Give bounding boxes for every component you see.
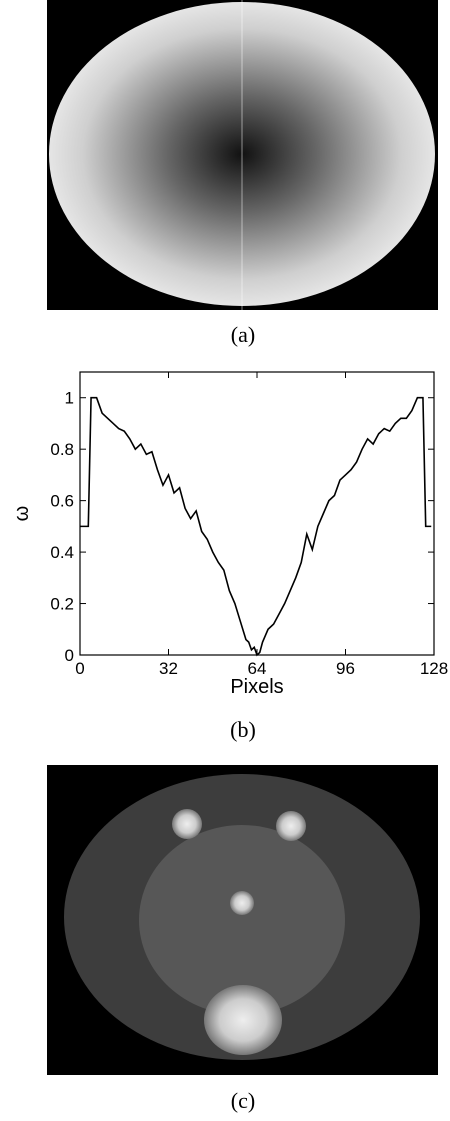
x-tick-label: 64 <box>248 659 267 678</box>
inner-region <box>139 825 345 1015</box>
y-tick-label: 0.2 <box>50 595 74 614</box>
insert <box>230 891 254 915</box>
y-tick-label: 0.8 <box>50 440 74 459</box>
y-tick-label: 0.6 <box>50 492 74 511</box>
x-tick-label: 32 <box>159 659 178 678</box>
data-line <box>80 396 432 657</box>
caption: (a) <box>231 322 255 347</box>
x-tick-label: 96 <box>336 659 355 678</box>
panel-b: 0 0.2 0.4 0.6 0.8 1 0 32 64 96 128 Pixels ω <box>11 371 448 698</box>
insert <box>204 985 282 1055</box>
y-tick-label: 1 <box>65 389 74 408</box>
x-tick-label: 128 <box>420 659 448 678</box>
caption: (c) <box>231 1088 255 1113</box>
panel-c <box>47 765 438 1075</box>
x-axis-label: Pixels <box>230 676 283 698</box>
y-tick-label: 0.4 <box>50 543 74 562</box>
caption: (b) <box>230 717 256 742</box>
panel-a <box>47 0 438 310</box>
insert <box>276 811 306 841</box>
y-tick-label: 0 <box>65 646 74 665</box>
y-axis-label: ω <box>11 506 33 522</box>
x-tick-label: 0 <box>75 659 84 678</box>
axes-box <box>79 371 435 656</box>
insert <box>172 809 202 839</box>
